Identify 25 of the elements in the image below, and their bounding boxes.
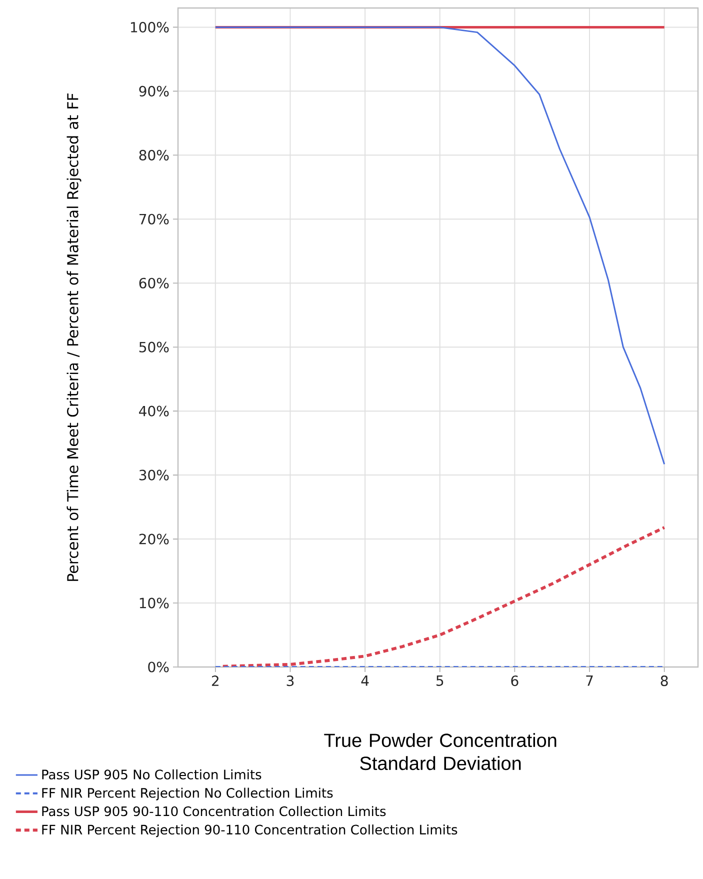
legend-label: Pass USP 905 90-110 Concentration Collection Limits (42, 806, 386, 816)
line-series (221, 526, 666, 667)
legend-label: FF NIR Percent Rejection 90-110 Concentration Collection Limits (42, 824, 458, 838)
y-tick-label: 10% (140, 598, 169, 608)
y-tick-label: 0% (148, 662, 169, 672)
x-tick-label: 6 (511, 676, 518, 686)
y-tick-label: 80% (139, 150, 169, 160)
x-tick-label: 4 (361, 676, 369, 686)
legend-label: FF NIR Percent Rejection No Collection Limits (42, 788, 333, 800)
x-tick-label: 8 (660, 676, 668, 686)
y-tick-label: 70% (139, 214, 169, 224)
y-tick-label: 20% (139, 534, 169, 544)
y-tick-label: 40% (139, 406, 169, 416)
y-tick-label: 100% (130, 22, 169, 32)
x-axis-title: True Powder Concentration Standard Deviation (324, 733, 556, 770)
x-tick-label: 5 (436, 676, 444, 686)
x-tick-label: 2 (212, 676, 218, 686)
y-tick-label: 30% (139, 470, 169, 480)
y-tick-label: 90% (139, 86, 169, 96)
legend-label: Pass USP 905 No Collection Limits (42, 769, 262, 780)
y-tick-label: 50% (139, 342, 169, 352)
x-tick-label: 7 (586, 676, 593, 686)
y-axis-title: Percent of Time Meet Criteria / Percent of Material Rejected at FF (66, 94, 82, 581)
x-tick-label: 3 (286, 676, 294, 686)
y-tick-label: 60% (139, 278, 169, 288)
